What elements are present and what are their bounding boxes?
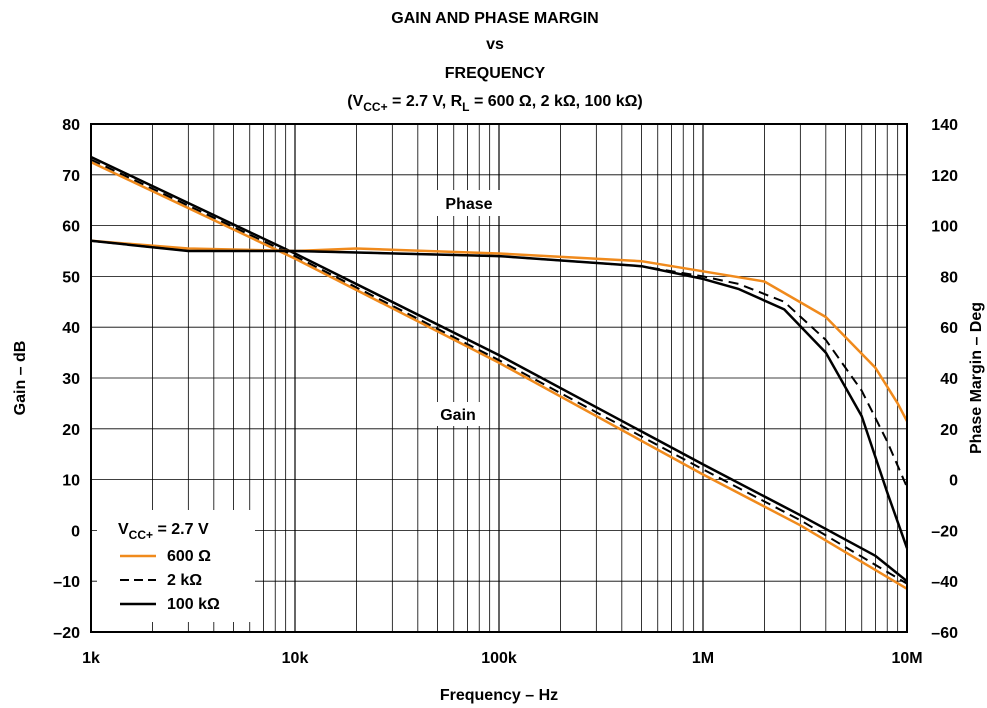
series-gain-100k: [90, 155, 908, 583]
tick-labels: 1k 10k 100k 1M 10M80706050403020100–10–20140…: [53, 117, 958, 667]
y-tick-label-left: 70: [62, 168, 80, 185]
title-line-1: GAIN AND PHASE MARGIN: [391, 10, 598, 27]
title-line-3: FREQUENCY: [445, 65, 546, 82]
y-tick-label-right: 120: [931, 168, 958, 185]
x-axis-label: Frequency – Hz: [440, 687, 558, 704]
y-tick-label-left: 40: [62, 320, 80, 337]
plot-frame: [90, 123, 908, 633]
y-axis-label-left: Gain – dB: [12, 341, 29, 416]
x-tick-label: 1M: [692, 650, 714, 667]
y-tick-label-left: 50: [62, 269, 80, 286]
legend-title-sub: CC+: [129, 528, 153, 542]
y-tick-label-left: –20: [53, 625, 80, 642]
title-line-4-sub-1: CC+: [363, 100, 387, 114]
y-tick-label-left: –10: [53, 574, 80, 591]
y-tick-label-right: 60: [940, 320, 958, 337]
series-gain-600: [90, 160, 908, 590]
legend: VCC+ = 2.7 V 600 Ω 2 kΩ 100 kΩ: [97, 510, 255, 622]
x-tick-label: 10M: [891, 650, 922, 667]
series-phase-100k: [90, 239, 909, 549]
legend-title: VCC+ = 2.7 V: [118, 521, 209, 542]
y-tick-label-right: –20: [931, 523, 958, 540]
phase-annotation: Phase: [445, 196, 492, 213]
y-tick-label-right: –40: [931, 574, 958, 591]
title-line-4: (VCC+ = 2.7 V, RL = 600 Ω, 2 kΩ, 100 kΩ): [347, 93, 643, 114]
y-tick-label-left: 30: [62, 371, 80, 388]
y-tick-label-left: 10: [62, 473, 80, 490]
chart-title: GAIN AND PHASE MARGIN vs FREQUENCY (VCC+…: [347, 10, 643, 114]
x-tick-label: 1k: [82, 650, 100, 667]
legend-label-2k-ohm: 2 kΩ: [167, 572, 202, 589]
y-tick-label-left: 20: [62, 422, 80, 439]
title-line-4-sub-2: L: [462, 100, 469, 114]
y-tick-label-right: 100: [931, 219, 958, 236]
y-tick-label-right: 40: [940, 371, 958, 388]
y-tick-label-right: 20: [940, 422, 958, 439]
y-tick-label-left: 0: [71, 523, 80, 540]
legend-title-part-1: V: [118, 521, 129, 538]
y-tick-label-right: 140: [931, 117, 958, 134]
title-line-2: vs: [486, 36, 504, 53]
chart-series: [90, 155, 909, 590]
y-tick-label-right: –60: [931, 625, 958, 642]
y-tick-label-right: 0: [949, 473, 958, 490]
series-phase-2k: [90, 239, 908, 488]
legend-label-100k-ohm: 100 kΩ: [167, 596, 220, 613]
title-line-4-part-1: (V: [347, 93, 363, 110]
x-tick-label: 10k: [282, 650, 309, 667]
x-tick-label: 100k: [481, 650, 517, 667]
legend-title-part-2: = 2.7 V: [153, 521, 209, 538]
y-tick-label-left: 80: [62, 117, 80, 134]
title-line-4-part-3: = 600 Ω, 2 kΩ, 100 kΩ): [470, 93, 643, 110]
gain-annotation-bg: [431, 402, 485, 426]
legend-label-600-ohm: 600 Ω: [167, 548, 211, 565]
series-gain-2k: [90, 158, 908, 585]
y-tick-label-left: 60: [62, 219, 80, 236]
y-axis-label-right: Phase Margin – Deg: [968, 302, 985, 454]
title-line-4-part-2: = 2.7 V, R: [388, 93, 463, 110]
phase-annotation-bg: [435, 190, 503, 216]
gain-annotation: Gain: [440, 407, 476, 424]
y-tick-label-right: 80: [940, 269, 958, 286]
